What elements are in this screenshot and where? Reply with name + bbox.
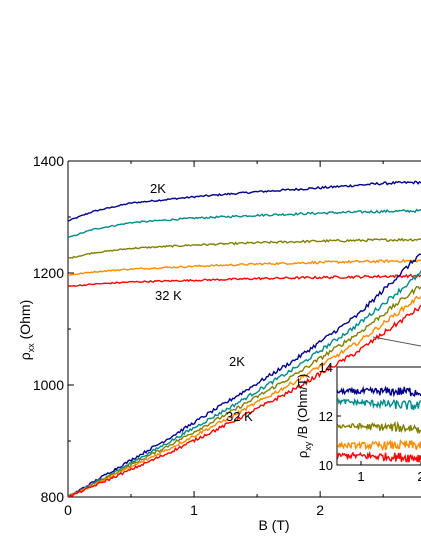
- rho-xx-curve: [68, 208, 421, 239]
- inset-curve: [337, 450, 421, 463]
- inset-tick-labels: 10121412: [319, 360, 421, 484]
- main-tick-labels: 800 1000 1200 1400 0 1 2: [33, 153, 324, 518]
- inset-curve: [337, 420, 421, 435]
- y-tick-label: 1200: [33, 265, 64, 281]
- annot-2k-rxy: 2K: [229, 354, 245, 369]
- rho-xx-curve: [68, 258, 421, 277]
- rho-xy-curve: [68, 253, 421, 497]
- rho-xy-curve: [68, 285, 421, 497]
- annot-32k-rxx: 32 K: [155, 288, 182, 303]
- inset-x-tick-label: 1: [357, 469, 364, 484]
- y-tick-label: 800: [41, 489, 65, 505]
- x-axis-title: B (T): [258, 517, 289, 533]
- main-curves: [68, 180, 421, 497]
- y-axis-title: ρxx (Ohm): [17, 300, 36, 361]
- y-axis-title-sub: xx: [26, 343, 36, 353]
- annot-32k-rxy: 32 K: [226, 409, 253, 424]
- y-axis-title-rho: ρ: [17, 352, 33, 360]
- inset-ticks: [337, 366, 421, 466]
- inset-y-axis-title: ρxy /B (Ohm/T): [295, 374, 313, 458]
- rho-xy-curve: [68, 304, 421, 497]
- rho-xx-curve: [68, 180, 421, 222]
- rho-xx-curve: [68, 237, 421, 260]
- inset-x-tick-label: 2: [417, 469, 421, 484]
- inset-frame: [336, 366, 421, 466]
- x-tick-label: 2: [316, 502, 324, 518]
- y-tick-label: 1000: [33, 377, 64, 393]
- rho-xy-curve: [68, 295, 421, 497]
- rho-xy-curve: [68, 270, 421, 497]
- y-tick-label: 1400: [33, 153, 64, 169]
- annot-2k-rxx: 2K: [150, 181, 166, 196]
- y-axis-title-unit: (Ohm): [17, 300, 33, 344]
- inset-y-title-rho: ρ: [295, 451, 310, 458]
- inset-y-title-sub: xy: [303, 441, 313, 451]
- inset-curves: [337, 385, 421, 463]
- inset-curve: [337, 438, 421, 452]
- x-tick-label: 0: [64, 502, 72, 518]
- main-ticks: [67, 160, 384, 498]
- inset-curve: [337, 397, 421, 411]
- rho-xx-curve: [68, 273, 421, 288]
- inset-y-tick-label: 10: [319, 458, 333, 473]
- inset-curve: [337, 385, 421, 398]
- x-tick-label: 1: [190, 502, 198, 518]
- inset-y-tick-label: 12: [319, 409, 333, 424]
- inset-y-tick-label: 14: [319, 360, 333, 375]
- inset-y-title-unit: /B (Ohm/T): [295, 374, 310, 442]
- inset-pointer-line: [372, 336, 421, 347]
